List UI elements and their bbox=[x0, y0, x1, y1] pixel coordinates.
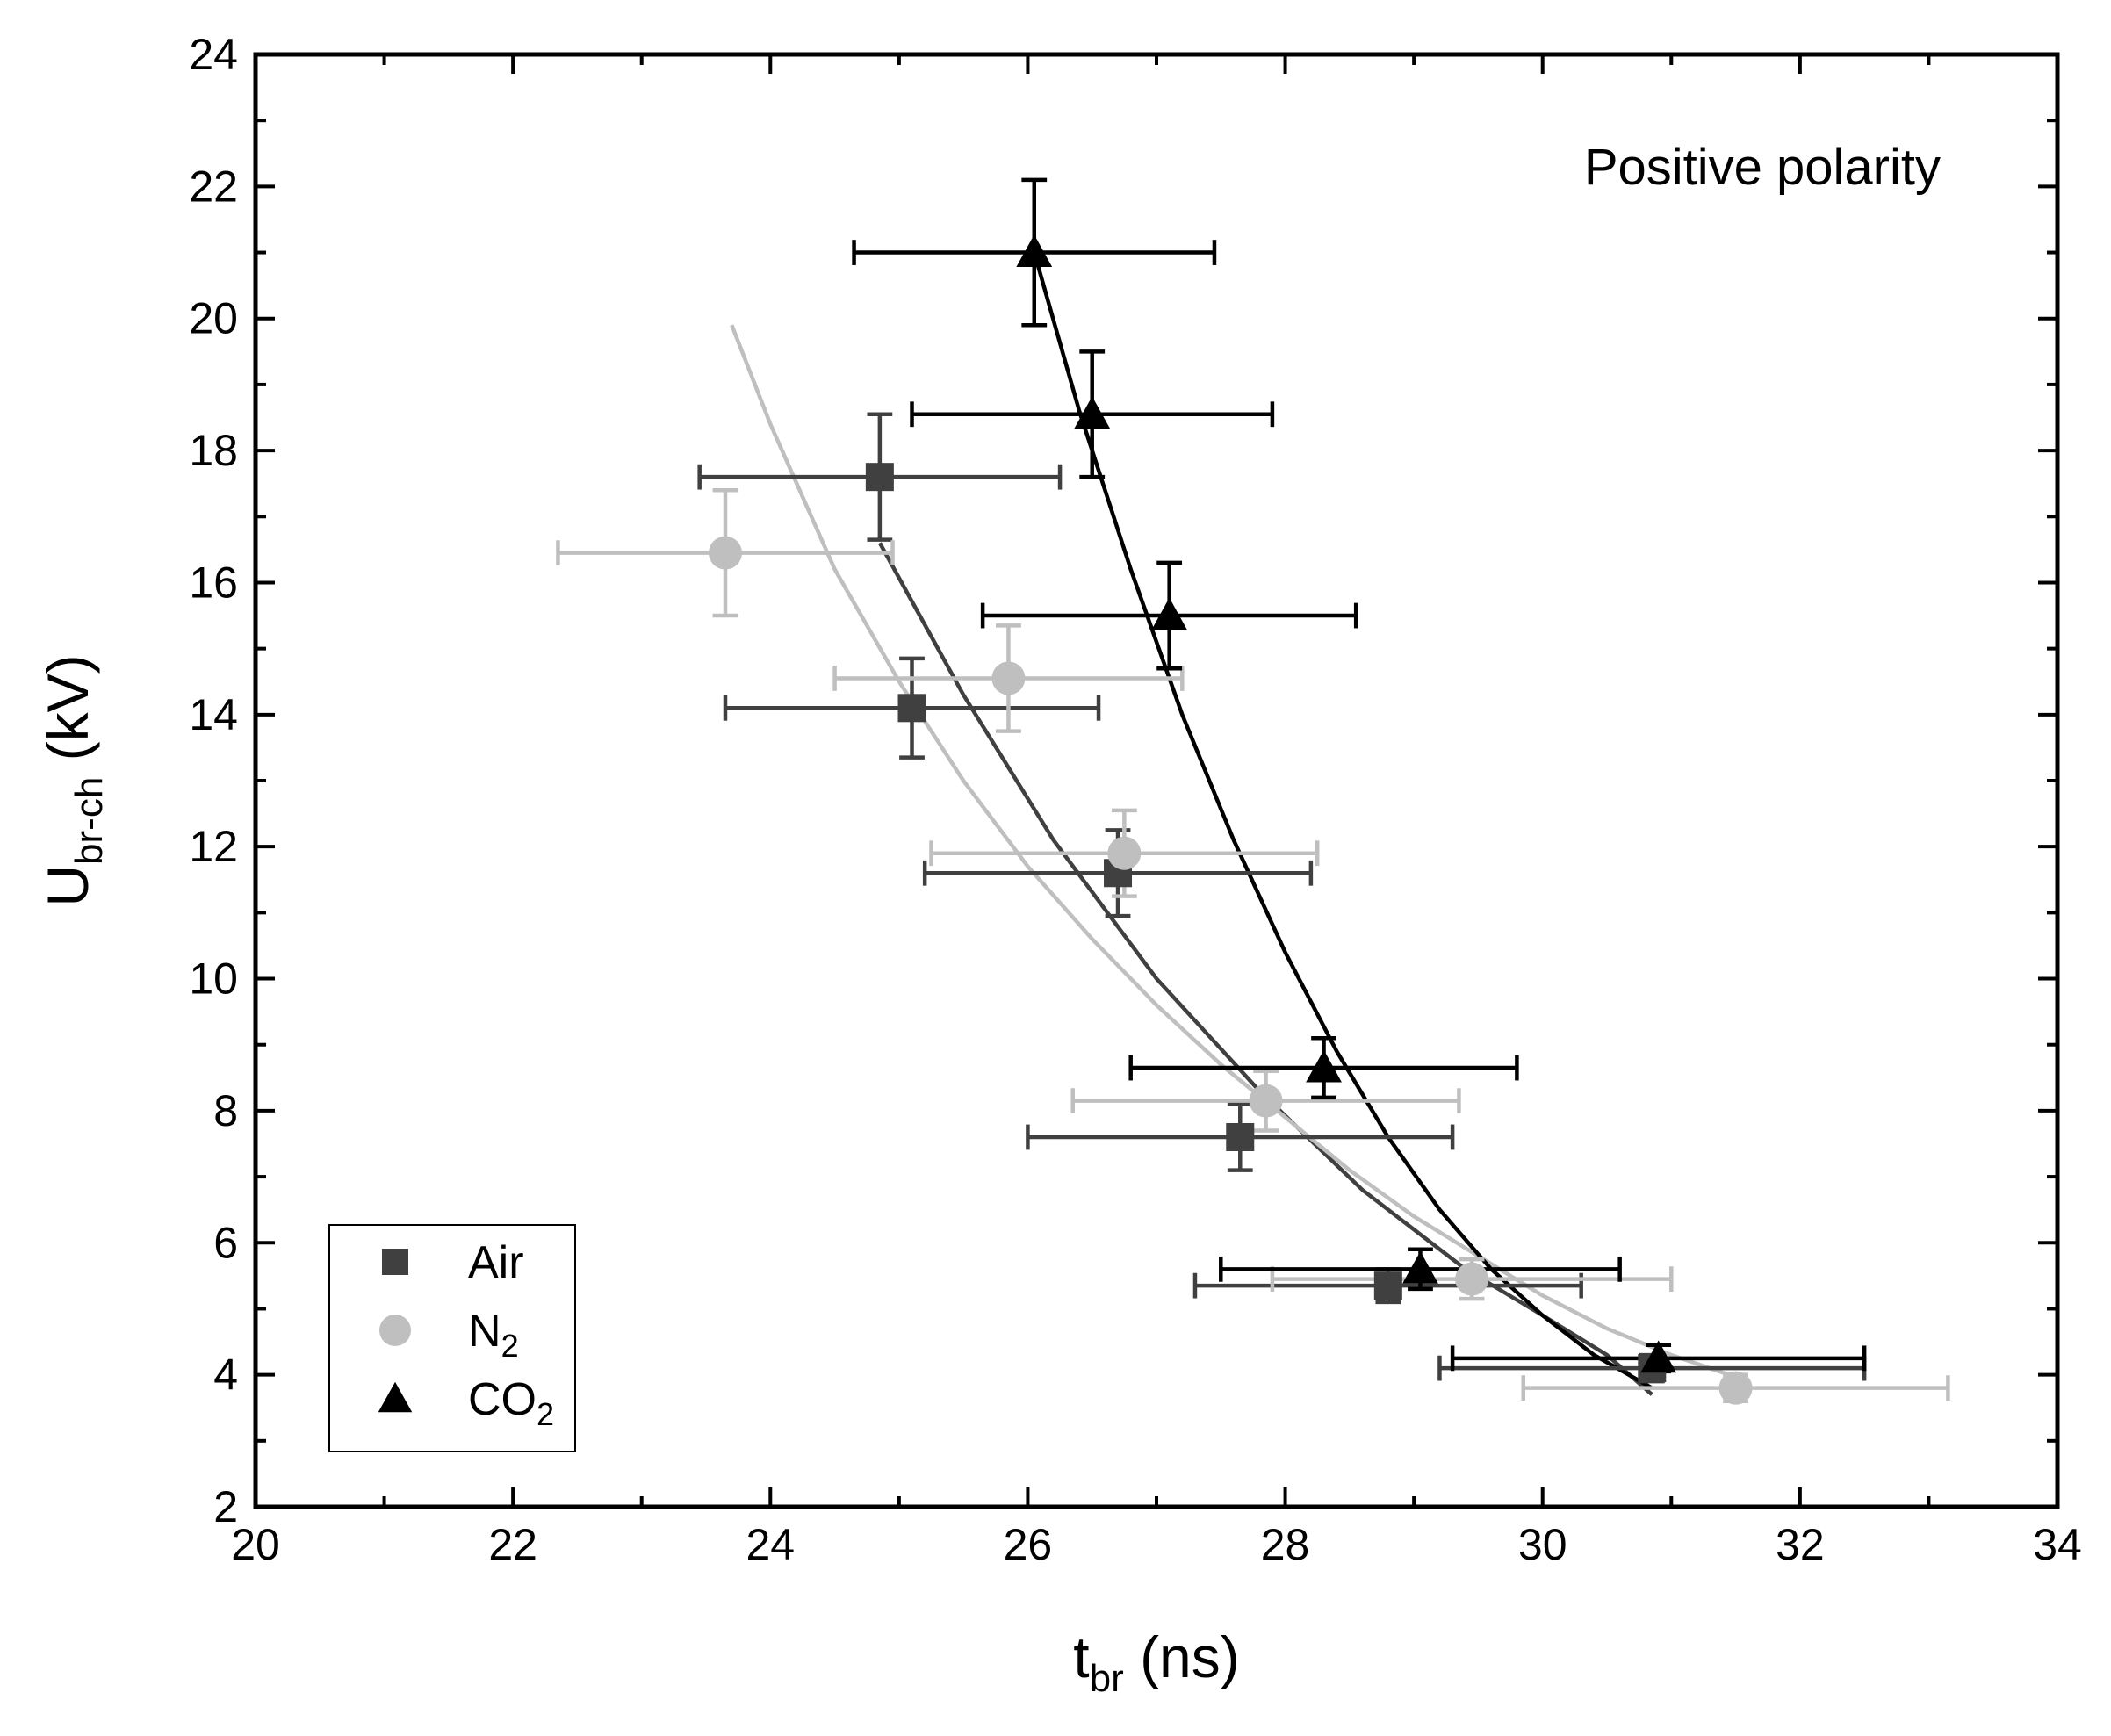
error-bars bbox=[556, 177, 1950, 1403]
data-point-n2 bbox=[1249, 1084, 1283, 1118]
y-axis-title: Ubr-ch (kV) bbox=[35, 654, 111, 906]
data-point-co2 bbox=[1074, 396, 1111, 429]
x-axis-title: tbr (ns) bbox=[1073, 1624, 1239, 1700]
data-point-air bbox=[1226, 1122, 1255, 1151]
legend-label-air: Air bbox=[468, 1237, 524, 1288]
legend-label-co2: CO2 bbox=[468, 1374, 554, 1432]
y-tick-label: 14 bbox=[189, 690, 238, 739]
legend-marker-co2 bbox=[378, 1381, 413, 1413]
x-tick-label: 34 bbox=[2033, 1520, 2082, 1569]
fit-curve-n2 bbox=[730, 324, 1749, 1384]
data-point-co2 bbox=[1402, 1250, 1438, 1284]
data-point-co2 bbox=[1151, 597, 1188, 630]
x-tick-label: 30 bbox=[1518, 1520, 1567, 1569]
legend: Air N2 CO2 bbox=[328, 1224, 576, 1452]
y-tick-label: 10 bbox=[189, 954, 238, 1004]
data-point-n2 bbox=[991, 661, 1026, 695]
x-tick-label: 20 bbox=[231, 1520, 280, 1569]
data-markers bbox=[708, 234, 1753, 1405]
y-tick-label: 22 bbox=[189, 162, 238, 211]
y-tick-label: 2 bbox=[213, 1482, 238, 1531]
fit-curves bbox=[730, 251, 1749, 1396]
y-tick-label: 6 bbox=[213, 1218, 238, 1267]
data-point-n2 bbox=[1107, 836, 1142, 870]
y-tick-label: 8 bbox=[213, 1086, 238, 1135]
legend-marker-air bbox=[382, 1249, 408, 1275]
y-tick-label: 24 bbox=[189, 30, 238, 79]
axis-ticks bbox=[254, 53, 2059, 1509]
data-point-air bbox=[897, 694, 926, 723]
data-point-air bbox=[1373, 1271, 1402, 1300]
y-tick-label: 20 bbox=[189, 294, 238, 343]
x-tick-label: 28 bbox=[1261, 1520, 1310, 1569]
legend-box bbox=[328, 1224, 576, 1452]
data-point-co2 bbox=[1016, 234, 1053, 267]
data-point-n2 bbox=[1718, 1371, 1753, 1405]
y-tick-label: 16 bbox=[189, 558, 238, 607]
legend-label-n2: N2 bbox=[468, 1306, 519, 1364]
y-tick-label: 18 bbox=[189, 426, 238, 475]
annotation: Positive polarity bbox=[1584, 139, 1941, 196]
y-tick-label: 12 bbox=[189, 822, 238, 871]
data-point-n2 bbox=[708, 536, 742, 570]
y-tick-label: 4 bbox=[213, 1351, 238, 1400]
fit-curve-co2 bbox=[1032, 251, 1653, 1390]
legend-marker-n2 bbox=[379, 1315, 411, 1346]
data-point-n2 bbox=[1455, 1262, 1489, 1296]
x-tick-label: 24 bbox=[746, 1520, 795, 1569]
x-tick-label: 26 bbox=[1004, 1520, 1053, 1569]
data-point-co2 bbox=[1640, 1340, 1677, 1373]
data-point-co2 bbox=[1306, 1049, 1342, 1083]
x-tick-label: 22 bbox=[488, 1520, 537, 1569]
x-tick-label: 32 bbox=[1776, 1520, 1825, 1569]
data-point-air bbox=[865, 463, 894, 492]
